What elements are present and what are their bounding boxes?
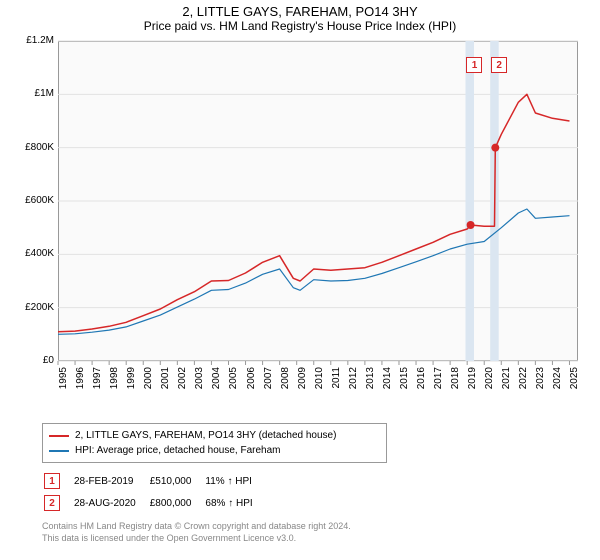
sale-price: £800,000 <box>150 493 204 513</box>
x-tick-label: 2011 <box>331 367 342 401</box>
x-tick-label: 2025 <box>569 367 580 401</box>
x-tick-label: 2000 <box>143 367 154 401</box>
legend-label: 2, LITTLE GAYS, FAREHAM, PO14 3HY (detac… <box>75 430 336 441</box>
x-tick-label: 1996 <box>75 367 86 401</box>
x-tick-label: 1995 <box>58 367 69 401</box>
page-title: 2, LITTLE GAYS, FAREHAM, PO14 3HY <box>0 0 600 19</box>
callout-marker: 1 <box>466 57 482 73</box>
y-tick-label: £1.2M <box>14 35 54 46</box>
x-tick-label: 2009 <box>297 367 308 401</box>
marker-icon: 2 <box>44 495 60 511</box>
x-tick-label: 2013 <box>365 367 376 401</box>
x-tick-label: 2010 <box>314 367 325 401</box>
x-tick-label: 1998 <box>109 367 120 401</box>
table-row: 1 28-FEB-2019 £510,000 11% ↑ HPI <box>44 471 265 491</box>
x-tick-label: 2002 <box>177 367 188 401</box>
legend: 2, LITTLE GAYS, FAREHAM, PO14 3HY (detac… <box>42 423 387 463</box>
y-tick-label: £0 <box>14 355 54 366</box>
x-tick-label: 2020 <box>484 367 495 401</box>
x-tick-label: 2017 <box>433 367 444 401</box>
sale-delta: 68% ↑ HPI <box>205 493 264 513</box>
y-tick-label: £800K <box>14 142 54 153</box>
x-tick-label: 2005 <box>228 367 239 401</box>
sale-points <box>10 37 580 363</box>
x-tick-label: 2006 <box>246 367 257 401</box>
y-tick-label: £200K <box>14 302 54 313</box>
x-tick-label: 2019 <box>467 367 478 401</box>
x-tick-label: 2021 <box>501 367 512 401</box>
x-tick-label: 2022 <box>518 367 529 401</box>
y-tick-label: £600K <box>14 195 54 206</box>
sales-table: 1 28-FEB-2019 £510,000 11% ↑ HPI 2 28-AU… <box>42 469 267 515</box>
sale-delta: 11% ↑ HPI <box>205 471 264 491</box>
marker-icon: 1 <box>44 473 60 489</box>
x-tick-label: 2001 <box>160 367 171 401</box>
footer-line: This data is licensed under the Open Gov… <box>42 533 600 545</box>
legend-item: 2, LITTLE GAYS, FAREHAM, PO14 3HY (detac… <box>49 428 380 443</box>
x-tick-label: 2007 <box>263 367 274 401</box>
x-tick-label: 2008 <box>280 367 291 401</box>
price-chart: £0 £200K £400K £600K £800K £1M £1.2M 1995 1996 1… <box>10 37 590 417</box>
legend-swatch <box>49 450 69 452</box>
legend-swatch <box>49 435 69 437</box>
sale-price: £510,000 <box>150 471 204 491</box>
page-subtitle: Price paid vs. HM Land Registry's House … <box>0 19 600 37</box>
sale-date: 28-FEB-2019 <box>74 471 148 491</box>
x-tick-label: 2023 <box>535 367 546 401</box>
x-tick-label: 2004 <box>211 367 222 401</box>
table-row: 2 28-AUG-2020 £800,000 68% ↑ HPI <box>44 493 265 513</box>
footer-attribution: Contains HM Land Registry data © Crown c… <box>42 521 600 544</box>
sale-date: 28-AUG-2020 <box>74 493 148 513</box>
legend-item: HPI: Average price, detached house, Fare… <box>49 443 380 458</box>
legend-label: HPI: Average price, detached house, Fare… <box>75 445 281 456</box>
x-tick-label: 1997 <box>92 367 103 401</box>
x-tick-label: 2018 <box>450 367 461 401</box>
x-tick-label: 1999 <box>126 367 137 401</box>
y-tick-label: £1M <box>14 88 54 99</box>
x-tick-label: 2015 <box>399 367 410 401</box>
x-tick-label: 2014 <box>382 367 393 401</box>
y-tick-label: £400K <box>14 248 54 259</box>
callout-marker: 2 <box>491 57 507 73</box>
x-tick-label: 2016 <box>416 367 427 401</box>
footer-line: Contains HM Land Registry data © Crown c… <box>42 521 600 533</box>
x-tick-label: 2024 <box>552 367 563 401</box>
x-tick-label: 2012 <box>348 367 359 401</box>
x-tick-label: 2003 <box>194 367 205 401</box>
